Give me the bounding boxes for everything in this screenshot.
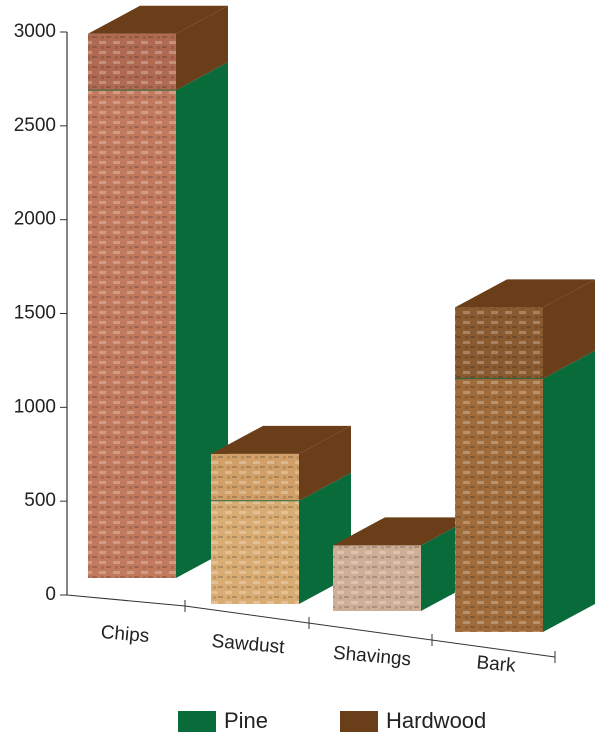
bar-top [333,517,473,546]
legend-label: Hardwood [386,708,486,733]
legend-swatch [340,711,378,732]
bar-texture [455,307,543,379]
bar-top [88,5,228,34]
bar-side [543,350,595,632]
bar-texture [211,500,299,604]
bar-side [299,425,351,501]
y-tick-label: 0 [45,584,56,605]
y-tick-label: 500 [24,490,56,511]
bar-texture [211,453,299,501]
bar-side [176,62,228,579]
bar-top [211,425,351,454]
y-tick-label: 1000 [14,396,56,417]
x-tick-label: Bark [476,652,517,676]
y-tick-label: 2500 [14,115,56,136]
y-tick-label: 1500 [14,303,56,324]
bar-texture [455,378,543,632]
bar-texture [88,90,176,579]
bar-texture [88,33,176,91]
legend-swatch [178,711,216,732]
bar-side [176,5,228,91]
bar-top [455,279,595,308]
x-tick-label: Sawdust [211,631,286,658]
y-tick-label: 2000 [14,209,56,230]
bar-side [543,279,595,379]
x-tick-label: Shavings [332,643,412,671]
bar-texture [333,545,421,611]
x-tick-label: Chips [100,622,150,647]
y-tick-label: 3000 [14,21,56,42]
legend-label: Pine [224,708,268,733]
